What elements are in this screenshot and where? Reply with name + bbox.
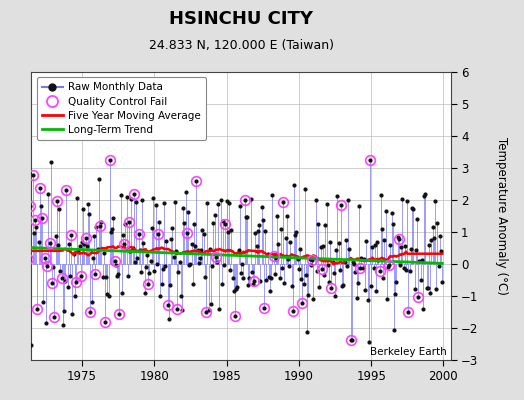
Y-axis label: Temperature Anomaly (°C): Temperature Anomaly (°C) <box>495 137 508 295</box>
Text: HSINCHU CITY: HSINCHU CITY <box>169 10 313 28</box>
Legend: Raw Monthly Data, Quality Control Fail, Five Year Moving Average, Long-Term Tren: Raw Monthly Data, Quality Control Fail, … <box>37 77 206 140</box>
Text: 24.833 N, 120.000 E (Taiwan): 24.833 N, 120.000 E (Taiwan) <box>148 39 334 52</box>
Text: Berkeley Earth: Berkeley Earth <box>370 347 446 357</box>
